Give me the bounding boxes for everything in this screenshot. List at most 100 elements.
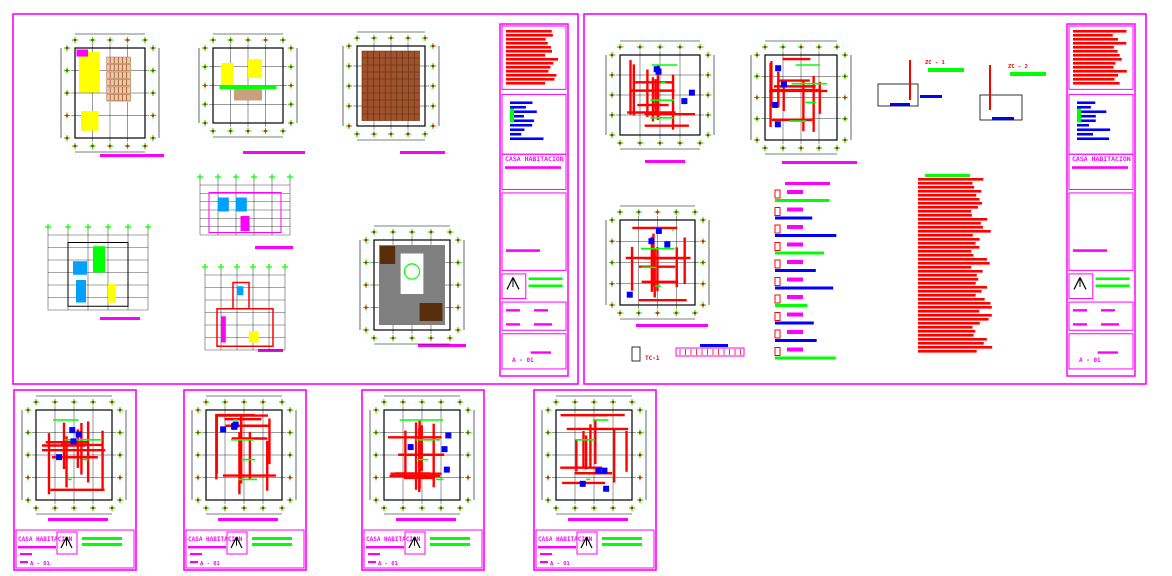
arrow-stroke xyxy=(413,536,421,549)
marker-dot xyxy=(151,46,155,50)
grid-axis-marker-icon xyxy=(373,497,379,503)
marker-dot xyxy=(34,506,38,510)
grid-axis-marker-icon xyxy=(287,174,293,180)
grid-axis-marker-icon xyxy=(381,399,387,405)
info-line xyxy=(252,543,292,546)
window xyxy=(218,197,229,212)
info-line xyxy=(82,537,122,540)
fixture-blue xyxy=(220,426,227,433)
marker-dot xyxy=(466,408,470,412)
grid-axis-marker-icon xyxy=(422,131,428,137)
grid-axis-marker-icon xyxy=(354,131,360,137)
note-line xyxy=(918,230,991,233)
fixture-blue xyxy=(648,238,655,245)
grid-axis-marker-icon xyxy=(754,73,760,80)
note-line xyxy=(506,34,553,37)
detail-tc1: TC-1 xyxy=(631,344,745,362)
marker-dot xyxy=(374,498,378,502)
marker-dot xyxy=(610,53,614,57)
schedule-line xyxy=(775,216,813,220)
grid-axis-marker-icon xyxy=(545,429,551,436)
marker-dot xyxy=(72,400,76,404)
room-fill xyxy=(221,63,234,86)
logo-border xyxy=(501,273,527,300)
marker-dot xyxy=(610,73,614,77)
marker-dot xyxy=(610,113,614,117)
marker-dot xyxy=(656,311,659,315)
grid-axis-marker-icon xyxy=(346,123,352,129)
grid-axis-markers xyxy=(342,31,440,141)
marker-dot xyxy=(374,476,378,479)
marker-dot xyxy=(364,283,368,287)
rebar-line xyxy=(890,103,910,106)
data-line xyxy=(368,561,376,564)
beam-plan xyxy=(605,205,710,320)
note-line xyxy=(506,42,548,45)
grid-axis-marker-icon xyxy=(610,505,616,511)
grid-axis-marker-icon xyxy=(455,259,461,266)
project-subtitle-line xyxy=(366,546,404,549)
note-line xyxy=(506,58,559,61)
grid-axis-marker-icon xyxy=(816,145,822,151)
grid-axis-marker-icon xyxy=(89,143,96,149)
grid-axis-marker-icon xyxy=(629,399,635,405)
marker-dot xyxy=(431,84,435,88)
grid-axis-marker-icon xyxy=(107,37,113,43)
notes-panel xyxy=(1068,25,1134,90)
schedule-text xyxy=(787,330,803,334)
floor-plan-upper xyxy=(198,33,298,138)
data-line xyxy=(1101,309,1115,312)
grid-axis-marker-icon xyxy=(109,399,115,405)
note-line xyxy=(918,246,980,249)
outer-wall xyxy=(35,409,113,501)
marker-dot xyxy=(347,124,351,128)
project-subtitle-line xyxy=(538,546,576,549)
tile-pattern xyxy=(110,71,115,79)
schedule-line xyxy=(775,234,837,237)
marker-dot xyxy=(151,114,155,117)
marker-dot xyxy=(618,45,622,49)
marker-dot xyxy=(658,141,662,145)
marker-dot xyxy=(448,336,452,340)
legend-line xyxy=(1077,123,1089,127)
marker-dot xyxy=(456,328,460,332)
marker-dot xyxy=(401,400,405,404)
legend-line xyxy=(1077,137,1110,141)
marker-dot xyxy=(65,136,69,140)
project-subtitle-line xyxy=(188,546,226,549)
section-mark xyxy=(774,277,781,286)
grid-axis-marker-icon xyxy=(142,37,148,43)
furniture xyxy=(249,331,259,343)
note-line xyxy=(918,262,990,265)
grid-axis-marker-icon xyxy=(842,115,848,122)
detail-zc1-label: ZC - 1 xyxy=(925,60,946,66)
schedule-line xyxy=(775,321,814,325)
tile-pattern xyxy=(126,64,131,71)
schedule-text xyxy=(787,312,803,317)
tile-pattern xyxy=(126,79,131,86)
sheet-architectural: CASA HABITACION A - 01 xyxy=(12,13,579,385)
fixture-blue xyxy=(445,432,452,439)
marker-dot xyxy=(610,261,614,264)
tile-pattern xyxy=(126,94,131,101)
fixture-blue xyxy=(595,467,602,474)
marker-dot xyxy=(423,132,427,136)
grid-axis-marker-icon xyxy=(465,407,471,413)
project-title: CASA HABITACION xyxy=(18,536,73,543)
grid-axis-marker-icon xyxy=(457,399,463,405)
grid-axis-marker-icon xyxy=(447,229,453,235)
marker-dot xyxy=(364,261,368,264)
plan-caption xyxy=(48,518,108,521)
marker-dot xyxy=(281,38,285,42)
marker-dot xyxy=(638,453,642,457)
footing xyxy=(877,83,919,107)
outer-wall xyxy=(764,54,838,141)
grid-axis-markers xyxy=(60,33,160,153)
section-longitudinal xyxy=(202,264,288,351)
marker-dot xyxy=(264,129,267,133)
marker-dot xyxy=(203,102,207,106)
tile-pattern xyxy=(114,64,119,71)
grid-axis-marker-icon xyxy=(609,72,615,78)
marker-dot xyxy=(817,45,821,49)
marker-dot xyxy=(466,453,470,457)
